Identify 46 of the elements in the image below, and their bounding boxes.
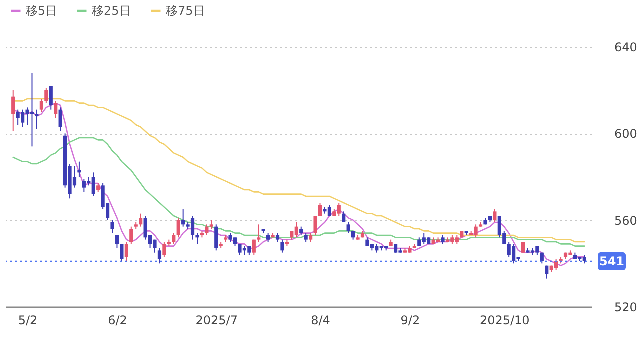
candlestick <box>252 239 256 256</box>
candlestick <box>318 202 322 216</box>
candlestick <box>196 232 200 245</box>
legend-label: 移5日 <box>26 4 58 18</box>
candlestick <box>205 224 209 236</box>
candlestick <box>115 235 120 249</box>
y-tick-label: 600 <box>614 127 638 142</box>
y-tick-label: 560 <box>614 214 638 228</box>
line-series <box>12 137 586 247</box>
candlestick <box>346 222 350 234</box>
candlestick <box>172 232 176 245</box>
candlestick <box>176 218 180 238</box>
candlestick <box>78 161 82 178</box>
candlestick <box>12 90 16 132</box>
candlestick <box>257 224 261 242</box>
candlestick <box>58 107 62 132</box>
y-tick-label: 640 <box>614 40 638 54</box>
x-tick-label: 6/2 <box>108 314 128 328</box>
candlestick <box>521 242 526 254</box>
candlestick <box>545 265 549 280</box>
candlestick <box>130 226 134 245</box>
candlestick <box>493 209 497 223</box>
candlestick <box>158 248 162 264</box>
x-tick-label: 8/4 <box>311 314 330 328</box>
candlestick <box>182 209 186 228</box>
candlestick <box>162 242 166 258</box>
candlestick <box>139 213 143 228</box>
candlestick <box>44 88 48 104</box>
candlestick <box>40 98 44 112</box>
candlestick <box>314 216 318 236</box>
candlestick <box>214 224 218 252</box>
candlestick <box>110 220 114 234</box>
x-tick-label: 2025/7 <box>196 314 238 328</box>
x-tick-label: 2025/10 <box>480 314 530 328</box>
legend-label: 移25日 <box>92 4 132 18</box>
candlestick <box>35 109 39 130</box>
x-tick-label: 9/2 <box>400 314 420 328</box>
ref-line-label: 541 <box>599 254 625 268</box>
candlestick <box>54 100 58 119</box>
candlestick <box>280 239 284 254</box>
legend-label: 移75日 <box>166 4 206 18</box>
x-tick-label: 5/2 <box>18 314 38 328</box>
candlestick <box>124 242 128 262</box>
y-tick-label: 520 <box>614 300 638 314</box>
candlestick <box>120 244 124 262</box>
candlestick <box>49 86 53 110</box>
